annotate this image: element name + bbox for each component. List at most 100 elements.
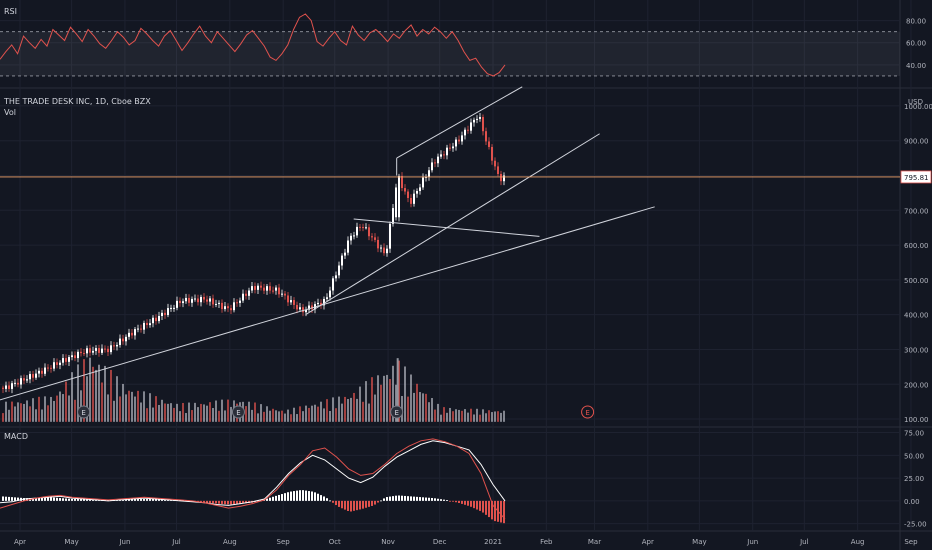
volume-bar [209, 402, 211, 422]
volume-bar [350, 397, 352, 422]
macd-histogram-bar [383, 498, 385, 501]
candle [56, 362, 58, 365]
volume-bar [503, 410, 505, 422]
volume-bar [269, 410, 271, 422]
volume-bar [194, 402, 196, 422]
volume-bar [323, 408, 325, 422]
candle [464, 129, 466, 136]
macd-histogram-bar [371, 500, 373, 506]
candle [176, 300, 178, 308]
macd-histogram-bar [77, 499, 79, 501]
volume-bar [107, 394, 109, 422]
candle [170, 307, 172, 309]
macd-histogram-bar [452, 500, 454, 502]
rsi-pane[interactable] [0, 13, 900, 77]
volume-bar [326, 399, 328, 422]
candle [38, 370, 40, 374]
x-tick-label: 2021 [484, 538, 502, 546]
macd-histogram-bar [422, 497, 424, 501]
candle [80, 351, 82, 354]
volume-bar [476, 408, 478, 422]
volume-bar [191, 410, 193, 422]
macd-histogram-bar [314, 492, 316, 501]
volume-bar [428, 402, 430, 422]
candle [368, 227, 370, 237]
volume-bar [296, 414, 298, 422]
macd-histogram-bar [401, 495, 403, 501]
volume-bar [77, 364, 79, 422]
candle [68, 357, 70, 362]
macd-histogram-bar [128, 499, 130, 501]
macd-histogram-bar [38, 497, 40, 501]
macd-histogram-bar [74, 499, 76, 501]
candle [32, 374, 34, 378]
macd-histogram-bar [47, 497, 49, 501]
candle [374, 237, 376, 240]
macd-histogram-bar [338, 500, 340, 507]
candle [293, 300, 295, 305]
candle [422, 177, 424, 188]
rsi-tick-label: 60.00 [906, 40, 926, 48]
price-tick-label: 1000.00 [904, 103, 932, 111]
macd-title: MACD [4, 432, 28, 441]
macd-histogram-bar [494, 500, 496, 522]
volume-bar [41, 409, 43, 422]
earnings-marker-label: E [394, 409, 398, 417]
rsi-tick-label: 80.00 [906, 18, 926, 26]
macd-histogram-bar [245, 500, 247, 504]
candle [263, 287, 265, 291]
candle [20, 378, 22, 385]
volume-bar [467, 412, 469, 422]
macd-histogram-bar [212, 500, 214, 504]
volume-bar [140, 402, 142, 422]
candle [98, 348, 100, 353]
candle [476, 118, 478, 120]
volume-bar [251, 409, 253, 422]
volume-bar [434, 409, 436, 422]
candle [158, 316, 160, 322]
candle [254, 286, 256, 290]
volume-bar [260, 404, 262, 422]
candle [215, 303, 217, 305]
candle [290, 300, 292, 303]
macd-histogram-bar [302, 490, 304, 501]
volume-bar [396, 358, 399, 422]
volume-bar [23, 403, 25, 422]
volume-bar [182, 402, 184, 422]
candle [338, 265, 340, 276]
macd-histogram-bar [419, 497, 421, 501]
candle [320, 302, 322, 306]
macd-histogram-bar [410, 496, 412, 501]
candle [161, 312, 163, 317]
volume-bar [38, 396, 40, 422]
volume-bar [338, 396, 340, 422]
volume-bar [443, 407, 445, 422]
candle [227, 306, 229, 309]
candle [407, 191, 409, 198]
macd-histogram-bar [86, 499, 88, 501]
volume-bar [473, 414, 475, 422]
candle [146, 322, 148, 326]
candle [296, 304, 298, 310]
macd-tick-label: -25.00 [904, 521, 927, 529]
candle [389, 223, 391, 249]
candle [233, 302, 235, 311]
candle [23, 378, 25, 381]
candle [8, 385, 10, 389]
macd-histogram-bar [17, 497, 19, 501]
volume-bar [53, 400, 55, 422]
candle [275, 287, 277, 291]
volume-bar [452, 411, 454, 422]
x-tick-label: Jun [118, 538, 130, 546]
macd-pane[interactable] [0, 438, 506, 524]
volume-bar [344, 396, 346, 422]
macd-histogram-bar [317, 493, 319, 501]
volume-bar [440, 414, 442, 422]
macd-histogram-bar [8, 496, 10, 501]
macd-histogram-bar [320, 495, 322, 501]
volume-bar [71, 372, 73, 422]
candle [497, 166, 499, 174]
